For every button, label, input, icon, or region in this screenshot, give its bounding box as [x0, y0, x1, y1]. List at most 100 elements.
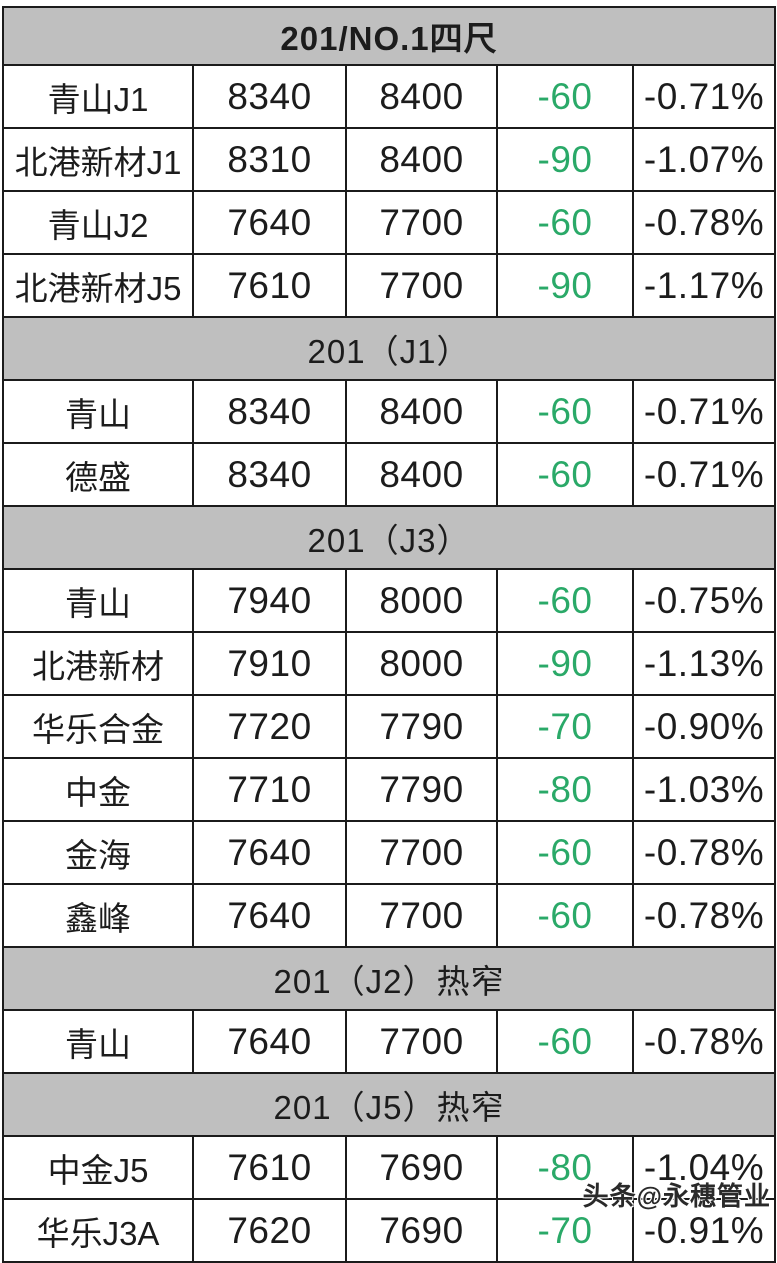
price-sheet-page: 201/NO.1四尺 青山J1 8340 8400 -60 -0.71% 北港新…: [1, 6, 777, 1263]
section-header-row: 201（J2）热窄: [1, 946, 777, 1011]
previous-price: 8400: [345, 64, 498, 129]
price-table: 201/NO.1四尺 青山J1 8340 8400 -60 -0.71% 北港新…: [1, 6, 777, 1263]
current-price: 7610: [192, 253, 347, 318]
current-price: 7720: [192, 694, 347, 759]
producer-name: 青山J1: [2, 64, 194, 129]
previous-price: 8400: [345, 442, 498, 507]
section-header-row: 201（J5）热窄: [1, 1072, 777, 1137]
table-row: 青山 7640 7700 -60 -0.78%: [2, 1009, 777, 1074]
current-price: 8340: [192, 64, 347, 129]
change-percent: -0.71%: [631, 442, 777, 507]
section-title: 201（J1）: [1, 316, 777, 381]
table-row: 德盛 8340 8400 -60 -0.71%: [2, 442, 777, 507]
change-percent: -0.78%: [631, 883, 777, 948]
current-price: 7910: [192, 631, 347, 696]
change-percent: -1.07%: [631, 127, 777, 192]
price-change: -60: [496, 64, 634, 129]
section-header-row: 201（J3）: [1, 505, 777, 570]
producer-name: 青山J2: [2, 190, 194, 255]
table-row: 鑫峰 7640 7700 -60 -0.78%: [2, 883, 777, 948]
table-row: 中金J5 7610 7690 -80 -1.04%: [2, 1135, 777, 1200]
current-price: 7640: [192, 820, 347, 885]
producer-name: 华乐J3A: [2, 1198, 194, 1263]
change-percent: -0.78%: [631, 190, 777, 255]
table-row: 北港新材 7910 8000 -90 -1.13%: [2, 631, 777, 696]
change-percent: -0.78%: [631, 820, 777, 885]
current-price: 7610: [192, 1135, 347, 1200]
price-change: -60: [496, 442, 634, 507]
price-change: -60: [496, 379, 634, 444]
price-change: -90: [496, 127, 634, 192]
previous-price: 7700: [345, 883, 498, 948]
producer-name: 德盛: [2, 442, 194, 507]
producer-name: 北港新材J1: [2, 127, 194, 192]
producer-name: 中金J5: [2, 1135, 194, 1200]
table-row: 中金 7710 7790 -80 -1.03%: [2, 757, 777, 822]
change-percent: -1.17%: [631, 253, 777, 318]
previous-price: 7700: [345, 820, 498, 885]
section-header-row: 201/NO.1四尺: [1, 6, 777, 66]
section-title: 201（J5）热窄: [1, 1072, 777, 1137]
producer-name: 鑫峰: [2, 883, 194, 948]
previous-price: 8000: [345, 568, 498, 633]
table-row: 华乐合金 7720 7790 -70 -0.90%: [2, 694, 777, 759]
change-percent: -0.91%: [631, 1198, 777, 1263]
price-change: -80: [496, 757, 634, 822]
change-percent: -0.78%: [631, 1009, 777, 1074]
table-row: 华乐J3A 7620 7690 -70 -0.91%: [2, 1198, 777, 1263]
table-row: 青山J2 7640 7700 -60 -0.78%: [2, 190, 777, 255]
previous-price: 7690: [345, 1135, 498, 1200]
current-price: 8340: [192, 442, 347, 507]
change-percent: -1.04%: [631, 1135, 777, 1200]
current-price: 7620: [192, 1198, 347, 1263]
section-title: 201/NO.1四尺: [1, 6, 777, 66]
section-title: 201（J3）: [1, 505, 777, 570]
producer-name: 青山: [2, 379, 194, 444]
current-price: 7940: [192, 568, 347, 633]
table-row: 北港新材J1 8310 8400 -90 -1.07%: [2, 127, 777, 192]
producer-name: 青山: [2, 568, 194, 633]
price-change: -90: [496, 631, 634, 696]
previous-price: 8400: [345, 127, 498, 192]
price-change: -60: [496, 883, 634, 948]
previous-price: 7690: [345, 1198, 498, 1263]
current-price: 7640: [192, 1009, 347, 1074]
current-price: 7640: [192, 883, 347, 948]
producer-name: 金海: [2, 820, 194, 885]
price-change: -70: [496, 694, 634, 759]
producer-name: 中金: [2, 757, 194, 822]
table-row: 青山J1 8340 8400 -60 -0.71%: [2, 64, 777, 129]
current-price: 8310: [192, 127, 347, 192]
previous-price: 7700: [345, 190, 498, 255]
table-row: 青山 7940 8000 -60 -0.75%: [2, 568, 777, 633]
table-row: 金海 7640 7700 -60 -0.78%: [2, 820, 777, 885]
previous-price: 7790: [345, 757, 498, 822]
change-percent: -0.71%: [631, 379, 777, 444]
change-percent: -1.03%: [631, 757, 777, 822]
price-change: -60: [496, 820, 634, 885]
change-percent: -0.75%: [631, 568, 777, 633]
previous-price: 7790: [345, 694, 498, 759]
change-percent: -0.90%: [631, 694, 777, 759]
section-header-row: 201（J1）: [1, 316, 777, 381]
previous-price: 8000: [345, 631, 498, 696]
current-price: 8340: [192, 379, 347, 444]
current-price: 7710: [192, 757, 347, 822]
price-change: -60: [496, 190, 634, 255]
producer-name: 华乐合金: [2, 694, 194, 759]
price-change: -80: [496, 1135, 634, 1200]
producer-name: 北港新材J5: [2, 253, 194, 318]
change-percent: -0.71%: [631, 64, 777, 129]
previous-price: 7700: [345, 1009, 498, 1074]
change-percent: -1.13%: [631, 631, 777, 696]
table-row: 青山 8340 8400 -60 -0.71%: [2, 379, 777, 444]
current-price: 7640: [192, 190, 347, 255]
price-change: -60: [496, 568, 634, 633]
table-row: 北港新材J5 7610 7700 -90 -1.17%: [2, 253, 777, 318]
previous-price: 7700: [345, 253, 498, 318]
producer-name: 青山: [2, 1009, 194, 1074]
price-change: -60: [496, 1009, 634, 1074]
price-change: -70: [496, 1198, 634, 1263]
price-change: -90: [496, 253, 634, 318]
section-title: 201（J2）热窄: [1, 946, 777, 1011]
